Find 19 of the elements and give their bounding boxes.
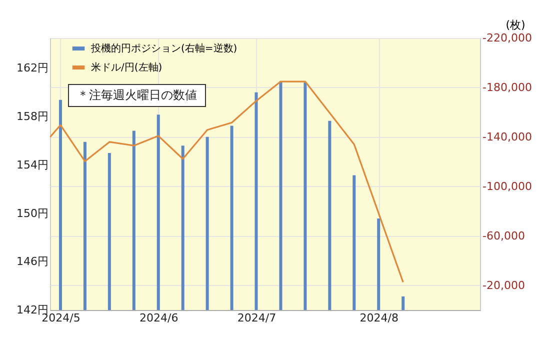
- legend-label: 投機的円ポジション(右軸=逆数): [90, 42, 238, 54]
- x-tick-label: 2024/6: [140, 312, 178, 324]
- y2-tick-label: -220,000: [482, 32, 532, 44]
- line-series: [50, 80, 404, 283]
- x-tick-label: 2024/8: [360, 312, 398, 324]
- y-tick-label: 146円: [16, 255, 48, 268]
- y2-tick-label: -20,000: [482, 278, 525, 292]
- legend-label: 米ドル/円(左軸): [91, 62, 162, 74]
- y-tick-label: 162円: [16, 62, 48, 75]
- x-tick-label: 2024/7: [237, 312, 276, 324]
- y2-tick-label: -140,000: [482, 130, 532, 144]
- annotation: ＊注毎週火曜日の数値: [68, 84, 206, 107]
- y-tick-label: 158円: [16, 110, 48, 124]
- y2-tick-label: -100,000: [482, 180, 532, 193]
- y2-tick-label: -60,000: [482, 229, 525, 242]
- y-tick-label: 150円: [16, 206, 48, 220]
- y2-axis-title: (枚): [506, 18, 526, 32]
- y-tick-label: 154円: [16, 158, 48, 172]
- y2-tick-label: -180,000: [482, 80, 532, 94]
